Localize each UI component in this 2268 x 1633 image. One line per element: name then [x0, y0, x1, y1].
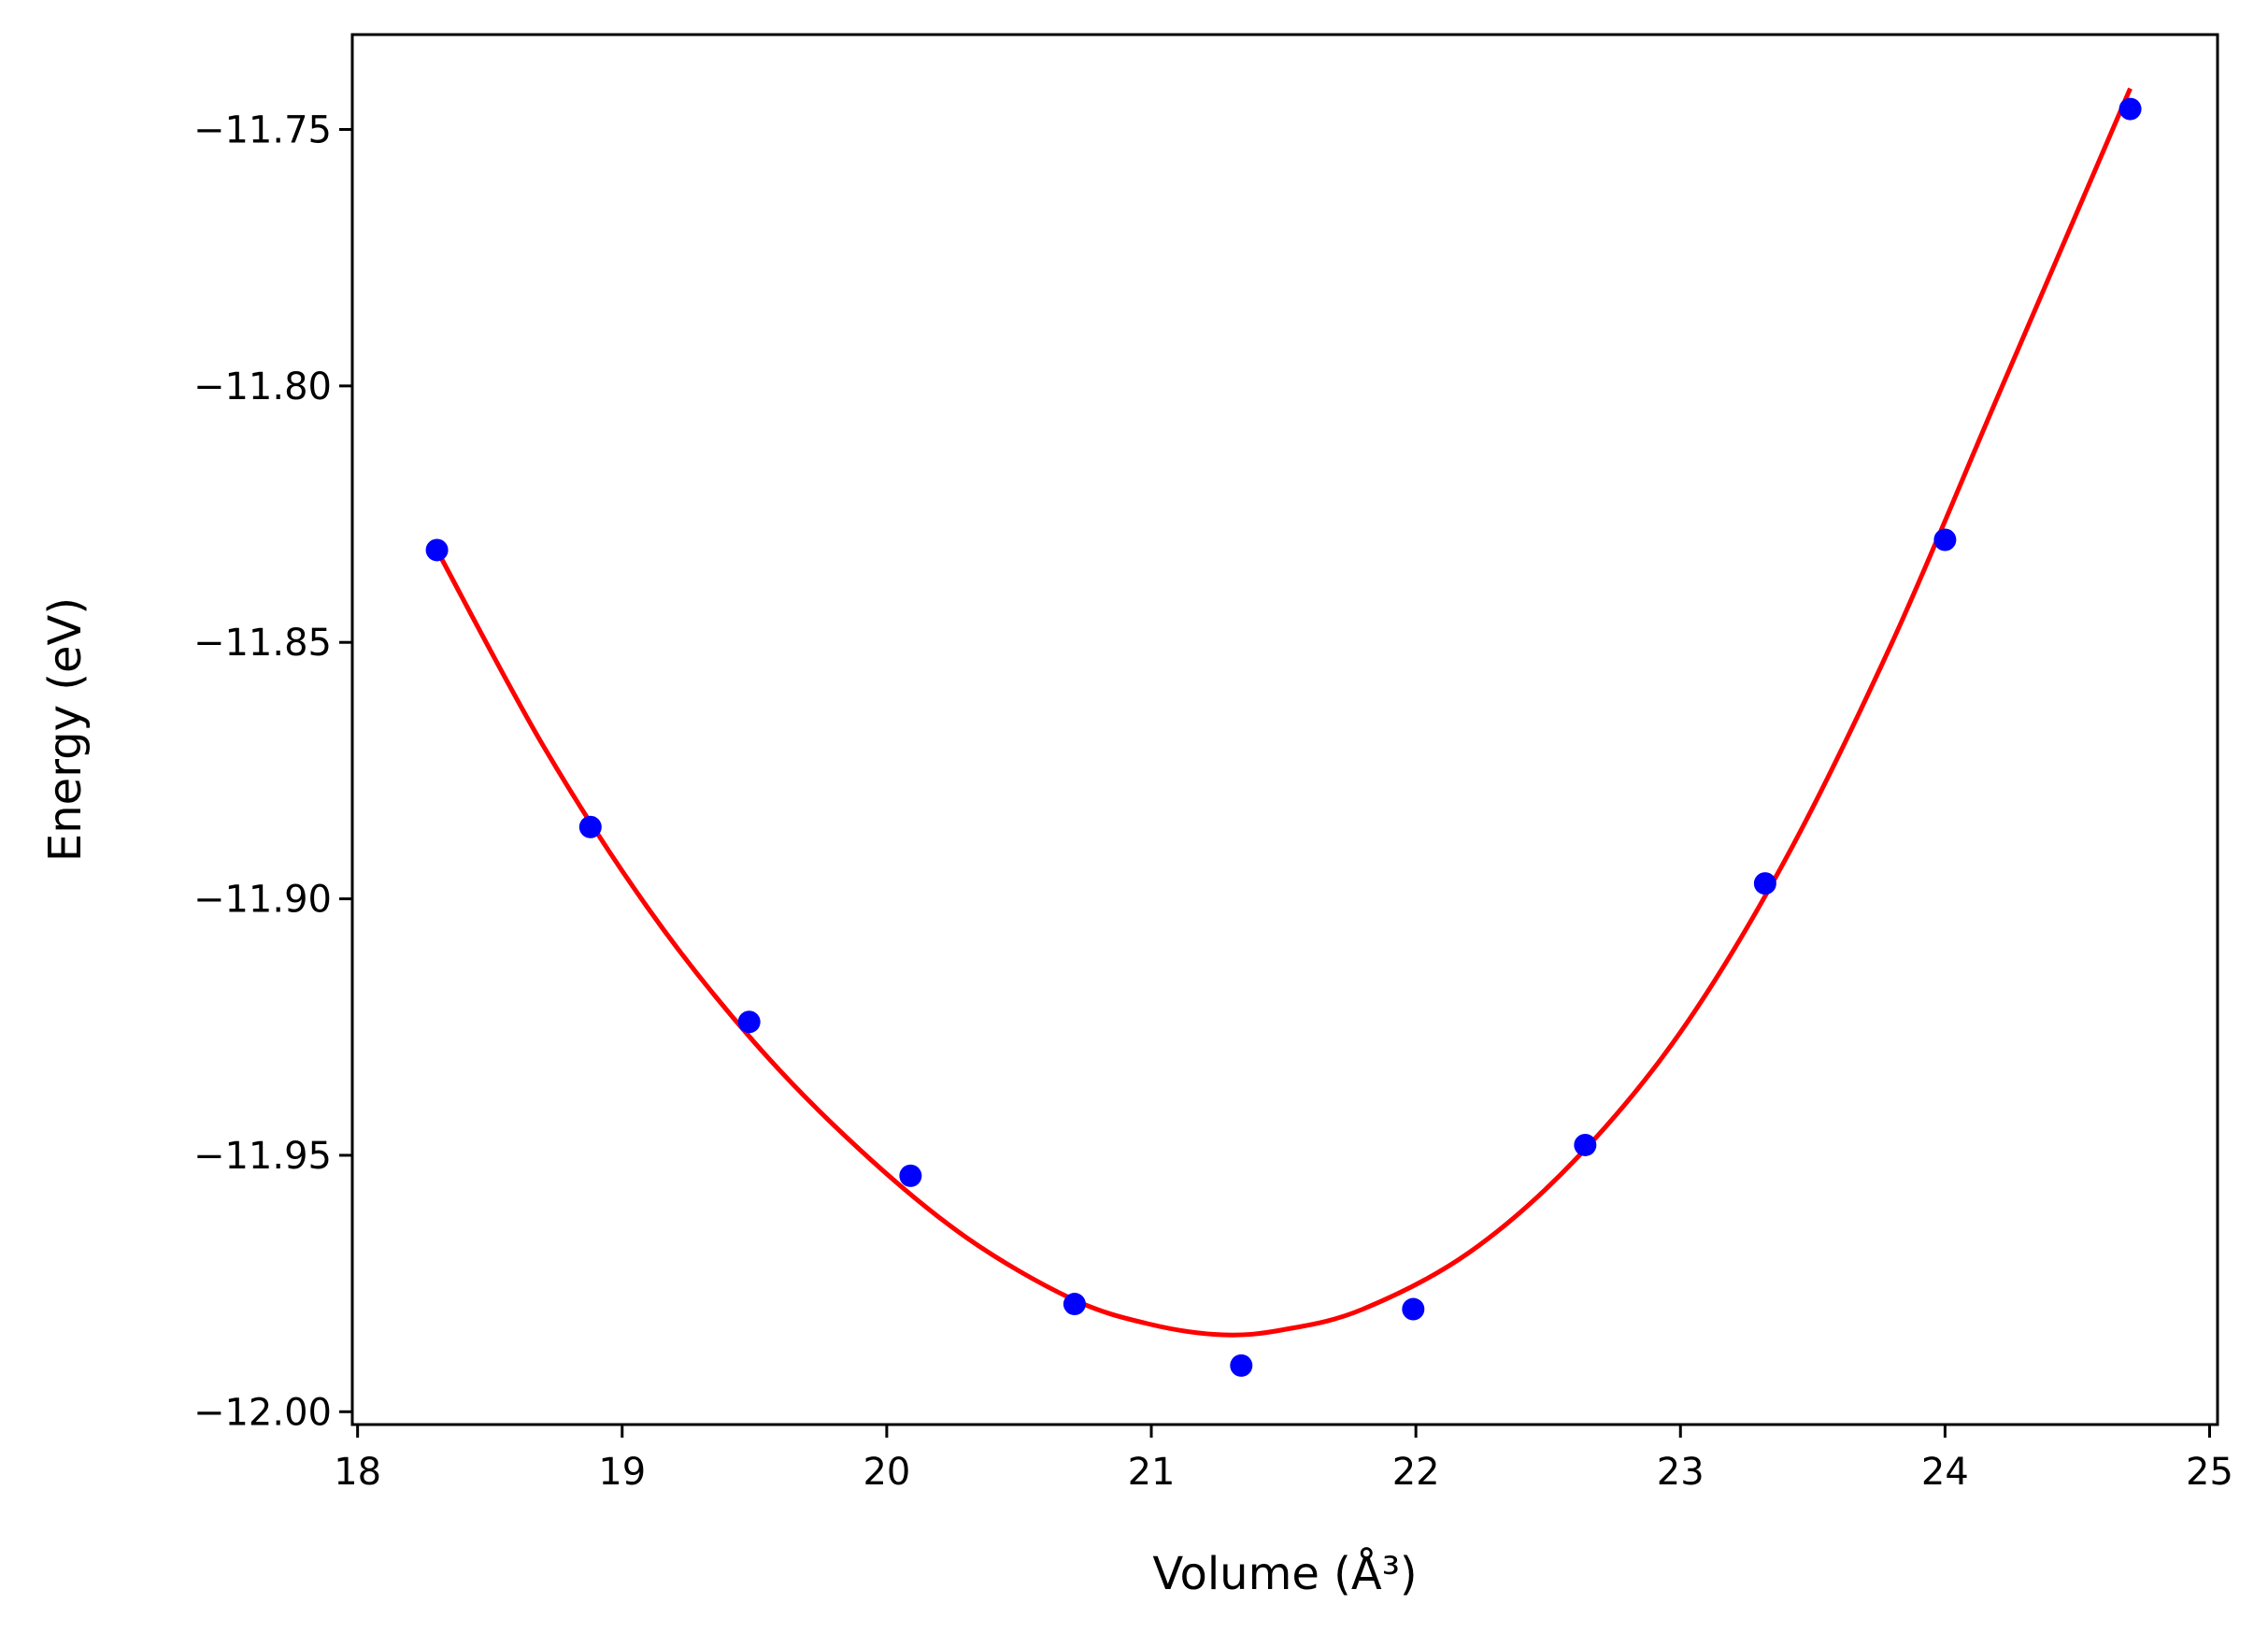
- y-tick-label: −11.90: [193, 879, 332, 922]
- data-point: [899, 1164, 922, 1187]
- x-tick-label: 25: [2186, 1451, 2233, 1494]
- data-point: [1230, 1354, 1253, 1377]
- data-point: [1753, 872, 1776, 895]
- y-tick-label: −12.00: [193, 1391, 332, 1434]
- x-tick-label: 20: [863, 1451, 910, 1494]
- data-point: [2118, 97, 2142, 121]
- x-tick-label: 22: [1392, 1451, 1440, 1494]
- y-axis-title: Energy (eV): [39, 597, 92, 862]
- data-point: [425, 538, 449, 562]
- y-tick-label: −11.95: [193, 1135, 332, 1178]
- data-point: [1063, 1293, 1086, 1316]
- y-tick-label: −11.75: [193, 109, 332, 152]
- data-point: [1402, 1297, 1425, 1321]
- x-tick-label: 23: [1657, 1451, 1705, 1494]
- data-point: [1574, 1133, 1597, 1156]
- data-point: [737, 1010, 761, 1034]
- x-tick-label: 21: [1128, 1451, 1176, 1494]
- axis-layer: 18 19 20 21 22 23 24 25 −11.75 −11.80 −11.85 −11.90…: [193, 109, 2233, 1494]
- plot-frame: [350, 33, 2219, 1426]
- y-tick-label: −11.80: [193, 365, 332, 408]
- y-tick-label: −11.85: [193, 622, 332, 665]
- x-tick-label: 19: [598, 1451, 646, 1494]
- plot-layer: [425, 87, 2142, 1377]
- x-tick-label: 24: [1921, 1451, 1969, 1494]
- x-tick-label: 18: [334, 1451, 381, 1494]
- data-point: [578, 815, 602, 838]
- fit-curve-line: [435, 87, 2132, 1338]
- data-point: [1933, 528, 1957, 551]
- x-axis-title: Volume (Å³): [1152, 1547, 1417, 1600]
